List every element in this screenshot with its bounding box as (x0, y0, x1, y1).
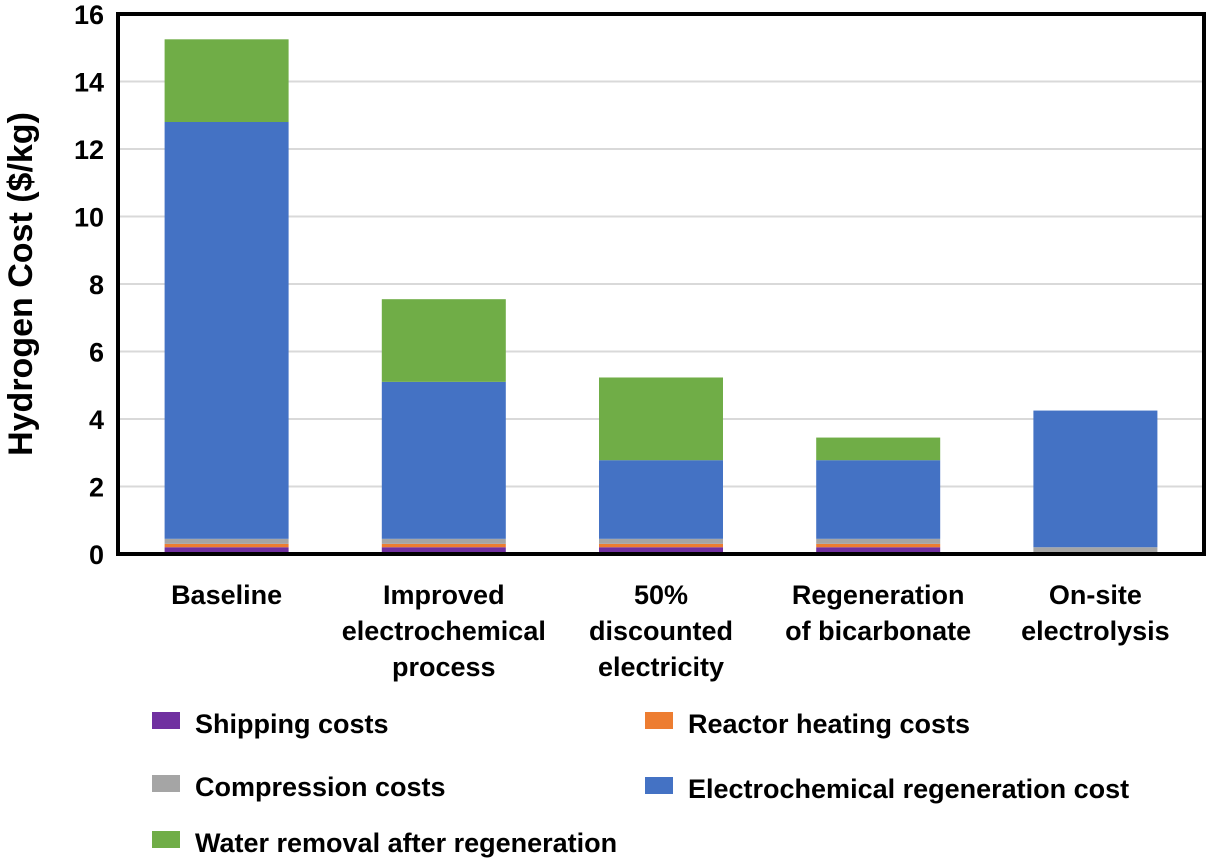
y-tick-label: 14 (74, 68, 104, 98)
x-category-label: process (392, 652, 496, 682)
y-tick-label: 8 (89, 270, 104, 300)
legend-swatch (152, 775, 180, 792)
bar-segment-water-removal-after-regeneration (816, 437, 941, 461)
bar-segment-reactor-heating-costs (164, 543, 289, 548)
legend-label: Water removal after regeneration (195, 828, 617, 858)
bar-segment-shipping-costs (599, 547, 723, 554)
y-tick-label: 6 (89, 338, 104, 368)
y-axis-label: Hydrogen Cost ($/kg) (2, 112, 40, 456)
bar-segment-compression-costs (164, 538, 289, 544)
x-category-label: Baseline (171, 580, 282, 610)
bar-segment-compression-costs (1033, 547, 1158, 554)
bar-segment-water-removal-after-regeneration (381, 299, 506, 382)
bar-segment-shipping-costs (816, 547, 941, 554)
bar-segment-electrochemical-regeneration-cost (816, 460, 941, 539)
y-axis-ticks: 0 2 4 6 8 10 12 14 16 (74, 0, 104, 570)
bar-segment-shipping-costs (164, 547, 289, 554)
legend-swatch (645, 777, 673, 794)
bar-segment-electrochemical-regeneration-cost (599, 460, 723, 539)
bar-segment-shipping-costs (381, 547, 506, 554)
gridlines (118, 80, 1204, 488)
bar-segment-water-removal-after-regeneration (599, 377, 723, 461)
plot-frame (116, 12, 1206, 556)
x-category-label: discounted (589, 616, 733, 646)
bar-segment-electrochemical-regeneration-cost (1033, 410, 1158, 548)
bar-segment-water-removal-after-regeneration (164, 39, 289, 122)
bar-segment-reactor-heating-costs (599, 543, 723, 548)
legend-label: Electrochemical regeneration cost (688, 774, 1129, 804)
x-category-label: electrochemical (342, 616, 546, 646)
x-category-label: of bicarbonate (785, 616, 971, 646)
legend-label: Reactor heating costs (688, 709, 970, 739)
legend-label: Shipping costs (195, 709, 389, 739)
y-tick-label: 16 (74, 0, 104, 30)
x-category-label: electrolysis (1021, 616, 1170, 646)
bar-segment-compression-costs (599, 538, 723, 544)
bar-segment-reactor-heating-costs (816, 543, 941, 548)
legend: Shipping costs Reactor heating costs Compr… (152, 709, 1129, 858)
x-category-label: Improved (383, 580, 505, 610)
y-tick-label: 12 (74, 135, 104, 165)
bar-segment-compression-costs (816, 538, 941, 544)
x-category-label: electricity (598, 652, 724, 682)
x-category-label: Regeneration (792, 580, 965, 610)
x-category-label: On-site (1049, 580, 1142, 610)
y-tick-label: 2 (89, 473, 104, 503)
y-tick-label: 4 (89, 405, 104, 435)
y-tick-label: 0 (89, 540, 104, 570)
legend-label: Compression costs (195, 772, 446, 802)
y-tick-label: 10 (74, 203, 104, 233)
legend-swatch (152, 712, 180, 729)
x-category-label: 50% (634, 580, 688, 610)
bar-segment-electrochemical-regeneration-cost (381, 381, 506, 539)
legend-swatch (152, 831, 180, 848)
bar-segment-electrochemical-regeneration-cost (164, 122, 289, 539)
legend-swatch (645, 712, 673, 729)
bar-segment-compression-costs (381, 538, 506, 544)
x-axis-categories: Baseline Improved electrochemical process 50… (171, 580, 1170, 682)
bar-segment-reactor-heating-costs (381, 543, 506, 548)
bars (164, 39, 1158, 554)
